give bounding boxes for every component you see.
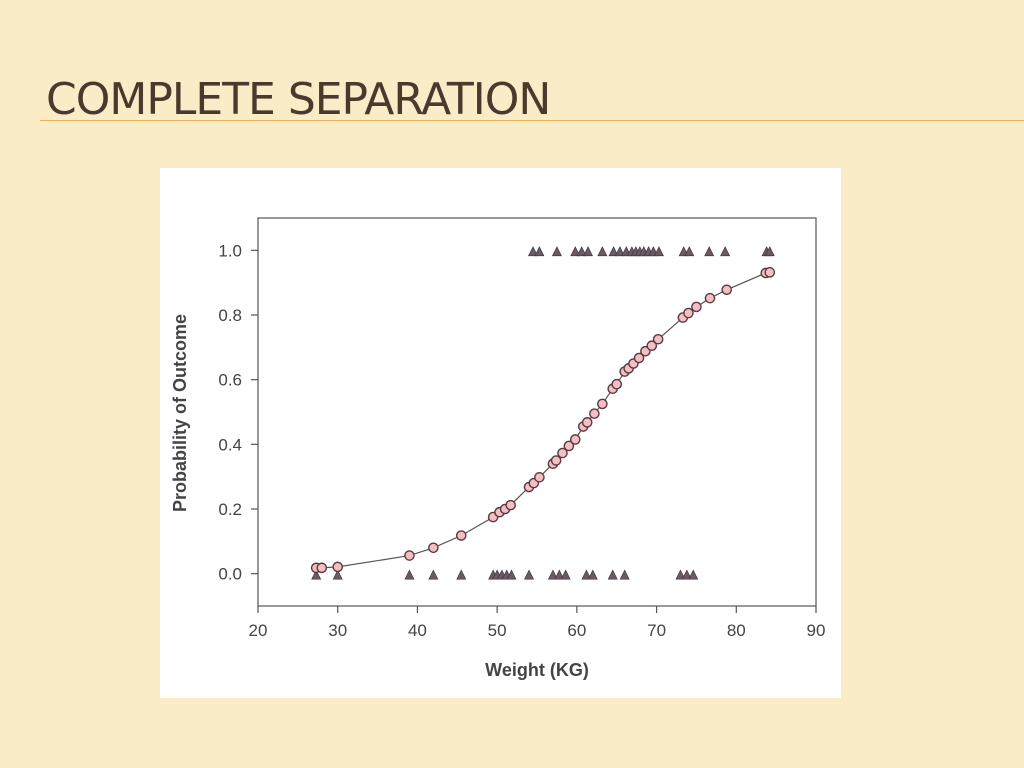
outcome-triangle-point [332, 569, 343, 580]
outcome-triangle-point [684, 246, 695, 257]
outcome-triangle-point [428, 569, 439, 580]
probability-circle-point [316, 562, 328, 574]
probability-circle-point [557, 447, 568, 459]
probability-circle-point [581, 417, 593, 428]
probability-circle-point [704, 292, 716, 304]
probability-circle-point [332, 561, 344, 573]
y-tick-label: 1.0 [218, 241, 242, 260]
x-tick-label: 50 [488, 621, 507, 640]
probability-circle-point [683, 307, 694, 319]
y-tick-label: 0.6 [218, 371, 242, 390]
plot-frame [257, 217, 817, 607]
probability-circle-point [611, 378, 623, 390]
outcome-triangle-point [764, 246, 775, 257]
probability-circle-point [633, 352, 645, 364]
outcome-triangle-point [506, 569, 517, 580]
outcome-triangle-point [607, 569, 618, 580]
outcome-triangle-point [551, 246, 562, 257]
probability-circle-point [550, 455, 562, 466]
probability-circle-point [597, 398, 608, 410]
x-axis-label: Weight (KG) [485, 660, 589, 680]
x-tick-label: 70 [647, 621, 666, 640]
x-tick-label: 60 [567, 621, 586, 640]
probability-circle-point [721, 284, 733, 296]
outcome-triangle-point [581, 569, 592, 580]
outcome-triangle-point [688, 569, 699, 580]
outcome-triangle-point [528, 246, 538, 257]
outcome-triangle-point [524, 569, 535, 580]
probability-circle-point [764, 267, 776, 278]
probability-circle-point [428, 542, 439, 554]
title-underline [40, 120, 1024, 121]
x-tick-label: 90 [807, 621, 826, 640]
outcome-triangle-point [587, 569, 598, 580]
outcome-triangle-point [619, 569, 630, 580]
probability-circle-point [652, 333, 664, 345]
outcome-triangle-point [614, 246, 625, 257]
outcome-triangle-point [404, 569, 415, 580]
outcome-triangle-point [456, 569, 467, 580]
axis-ticks: 20 30 40 50 60 70 80 90 0.0 0.2 0.4 0.6 0.8 1.0 [218, 241, 825, 640]
outcome-triangle-point [720, 246, 731, 257]
outcome-triangle-point [675, 569, 686, 580]
y-tick-label: 0.8 [218, 306, 242, 325]
probability-circle-point [563, 440, 575, 452]
probability-circle-point [534, 472, 545, 483]
y-axis-label: Probability of Outcome [170, 314, 190, 512]
probability-circle-point [646, 340, 658, 352]
y-tick-label: 0.2 [218, 500, 242, 519]
probability-circle-point [569, 434, 581, 445]
outcome-triangle-point [547, 569, 558, 580]
y-tick-label: 0.4 [218, 435, 242, 454]
scatter-chart: 20 30 40 50 60 70 80 90 0.0 0.2 0.4 0.6 0.8 1.0 Weigh… [170, 217, 825, 680]
outcome-triangle-point [681, 569, 692, 580]
outcome-triangle-point [554, 569, 565, 580]
data-marks [310, 246, 776, 580]
fitted-curve [316, 271, 770, 569]
outcome-triangle-point [653, 246, 664, 257]
outcome-triangle-point [704, 246, 715, 257]
outcome-triangle-point [570, 246, 581, 257]
chart-card: 20 30 40 50 60 70 80 90 0.0 0.2 0.4 0.6 0.8 1.0 Weigh… [160, 168, 841, 698]
outcome-triangle-point [534, 246, 545, 257]
probability-circle-point [589, 408, 600, 419]
probability-circle-point [455, 530, 467, 541]
y-tick-label: 0.0 [218, 565, 242, 584]
probability-circle-point [404, 550, 415, 561]
probability-circle-point [505, 499, 516, 511]
outcome-triangle-point [576, 246, 587, 257]
x-tick-label: 40 [408, 621, 427, 640]
outcome-triangle-point [560, 569, 571, 580]
probability-circle-point [691, 301, 702, 313]
outcome-triangle-point [311, 569, 322, 580]
outcome-triangle-point [608, 246, 619, 257]
x-tick-label: 20 [249, 621, 268, 640]
outcome-triangle-point [583, 246, 594, 257]
slide-title: COMPLETE SEPARATION [46, 74, 551, 125]
x-tick-label: 30 [328, 621, 347, 640]
outcome-triangle-point [597, 246, 608, 257]
x-tick-label: 80 [727, 621, 746, 640]
